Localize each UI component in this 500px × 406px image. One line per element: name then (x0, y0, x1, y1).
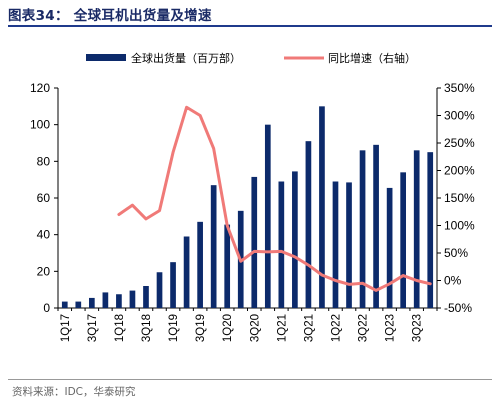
bar (332, 181, 339, 308)
y-right-tick-label: 300% (444, 109, 475, 123)
legend-bar-swatch (86, 54, 126, 61)
x-tick-label: 1Q21 (276, 314, 288, 342)
x-tick-label: 1Q17 (60, 314, 72, 342)
y-left-tick-label: 60 (37, 191, 51, 205)
x-tick-label: 3Q22 (358, 314, 370, 342)
x-tick-label: 1Q19 (168, 314, 180, 342)
bar (143, 286, 149, 308)
bar (183, 236, 190, 308)
bar (427, 152, 434, 308)
bar (251, 176, 258, 308)
x-tick-label: 3Q18 (141, 314, 153, 342)
y-right-tick-label: 200% (444, 164, 475, 178)
y-right-tick-label: 100% (444, 219, 475, 233)
bar (278, 181, 285, 308)
x-tick-label: 1Q23 (385, 314, 397, 342)
bar (156, 272, 163, 308)
bar (346, 182, 352, 308)
bar (292, 171, 298, 308)
source-note: 资料来源：IDC，华泰研究 (12, 386, 136, 398)
bar (305, 141, 312, 308)
growth-line (117, 105, 432, 292)
bar (129, 290, 136, 308)
bar (400, 172, 407, 308)
y-right-tick-label: -50% (444, 301, 472, 315)
bar (75, 301, 82, 308)
chart-title: 图表34： 全球耳机出货量及增速 (8, 8, 212, 24)
bar (319, 106, 325, 308)
legend-bar-label: 全球出货量（百万部） (131, 51, 241, 65)
bar (224, 224, 231, 308)
bar (170, 262, 176, 308)
x-tick-label: 3Q19 (195, 314, 207, 342)
y-left-tick-label: 80 (37, 154, 51, 168)
bar (197, 221, 203, 308)
bar (210, 185, 217, 308)
bar (88, 297, 95, 308)
x-tick-labels: 1Q17 3Q17 1Q18 3Q18 1Q19 3Q19 1Q20 3Q20 1Q21 3Q21… (60, 314, 424, 342)
x-tick-label: 3Q21 (303, 314, 315, 342)
chart: 全球出货量（百万部） 同比增速（右轴） 0 20 40 60 80 100 120 -50% 0… (30, 51, 475, 342)
legend-line-label: 同比增速（右轴） (328, 51, 416, 65)
x-tick-label: 1Q18 (114, 314, 126, 342)
x-tick-label: 1Q22 (330, 314, 342, 342)
y-right-tick-label: 50% (444, 246, 468, 260)
y-right-tick-label: 0% (444, 274, 462, 288)
x-tick-label: 3Q23 (412, 314, 424, 342)
y-left-tick-label: 40 (37, 228, 51, 242)
x-tick-label: 1Q20 (222, 314, 234, 342)
bar (264, 124, 271, 309)
y-left-tick-label: 20 (37, 264, 51, 278)
y-right-tick-label: 250% (444, 136, 475, 150)
bar (386, 187, 393, 308)
bar (413, 150, 420, 308)
y-left-tick-label: 100 (30, 118, 50, 132)
bar (116, 294, 122, 308)
source-divider (8, 379, 492, 380)
bar (373, 144, 379, 308)
figure-header: 图表34： 全球耳机出货量及增速 (8, 4, 492, 26)
y-left-tick-label: 0 (43, 301, 50, 315)
x-tick-label: 3Q20 (249, 314, 261, 342)
bar (359, 150, 366, 308)
bar (102, 292, 109, 308)
y-right-tick-label: 350% (444, 81, 475, 95)
title-divider (8, 25, 492, 27)
bar-series (61, 106, 434, 309)
bar (61, 301, 68, 308)
y-right-tick-label: 150% (444, 191, 475, 205)
legend: 全球出货量（百万部） 同比增速（右轴） (86, 51, 416, 65)
x-tick-label: 3Q17 (87, 314, 99, 342)
y-left-tick-label: 120 (30, 81, 50, 95)
